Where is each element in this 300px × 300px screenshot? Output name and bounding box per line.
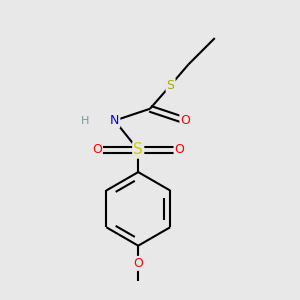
Text: O: O: [180, 114, 190, 127]
Text: O: O: [133, 257, 143, 270]
Text: S: S: [133, 142, 143, 158]
Text: O: O: [92, 143, 102, 157]
Text: H: H: [81, 116, 89, 126]
Text: S: S: [167, 79, 175, 92]
Text: N: N: [110, 114, 119, 127]
Text: O: O: [175, 143, 184, 157]
